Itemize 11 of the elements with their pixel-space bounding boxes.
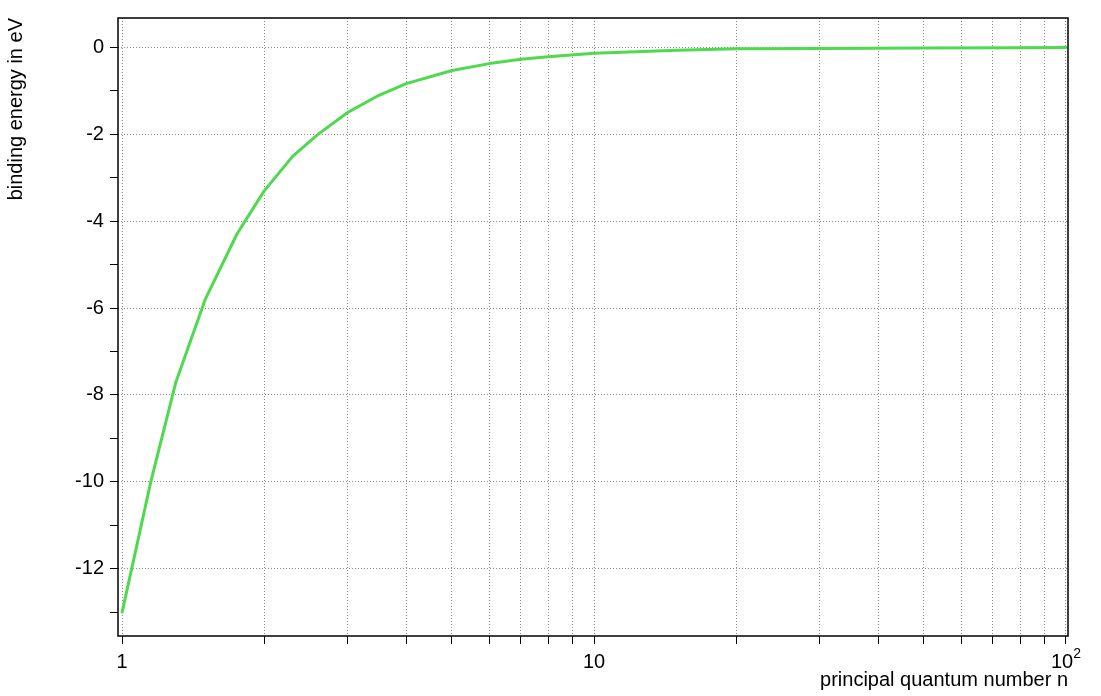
y-tick-label: -4 [86, 208, 104, 231]
x-axis-title: principal quantum number n [820, 667, 1068, 690]
y-tick-label: -12 [75, 556, 104, 579]
x-tick-label: 10 [582, 650, 606, 672]
y-tick-label: -10 [75, 469, 104, 492]
y-tick-label: -6 [86, 295, 104, 318]
y-axis-title: binding energy in eV [3, 17, 26, 201]
y-tick-label: -8 [86, 382, 104, 405]
y-tick-label: -2 [86, 121, 104, 144]
x-tick-label: 1 [116, 650, 128, 672]
y-tick-label: 0 [92, 35, 104, 58]
